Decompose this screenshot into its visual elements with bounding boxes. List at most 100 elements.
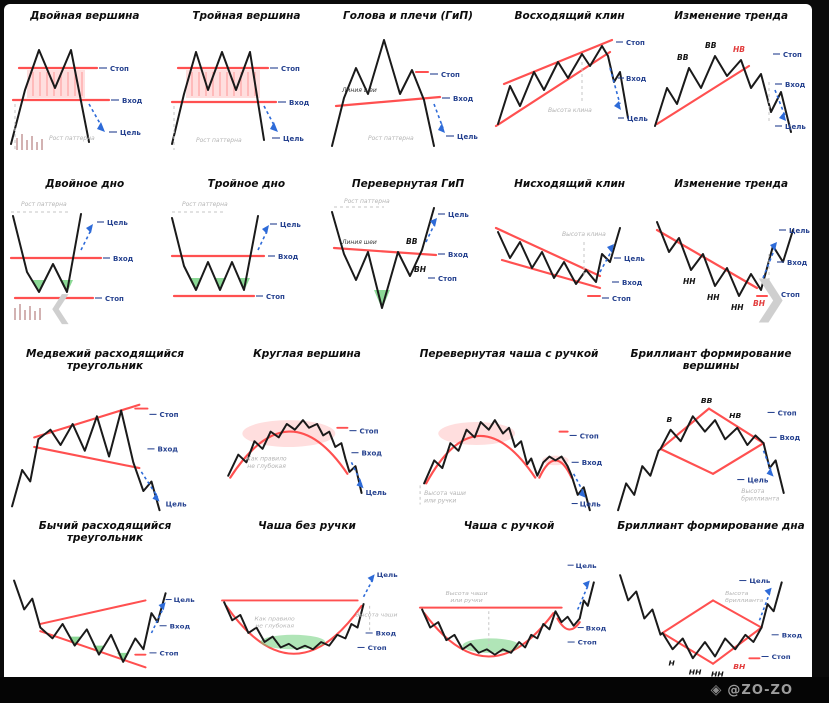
lower-low-label: НН <box>711 670 724 678</box>
pattern-title: Нисходящий клин <box>514 178 626 190</box>
card-trend-change-top: Изменение тренда ВВ ВВ НВ Стоп Вход Цель <box>650 6 812 158</box>
lower-line <box>33 445 141 470</box>
carousel-next-icon[interactable]: ❯ <box>752 272 789 323</box>
entry-label: Вход <box>158 446 179 454</box>
neckline-label: Линия шеи <box>341 87 377 94</box>
entry-label: Вход <box>113 255 134 263</box>
card-rising-wedge: Восходящий клин Высота клина Стоп Вход Ц… <box>489 6 651 158</box>
pattern-title: Изменение тренда <box>674 178 789 190</box>
pattern-title: Бриллиант формирование дна <box>617 520 805 532</box>
arrowhead-icon <box>766 468 774 477</box>
rising-wedge-diagram: Высота клина Стоп Вход Цель <box>494 38 648 128</box>
growth-note: Рост паттерна <box>368 135 414 142</box>
upper-line <box>39 599 147 625</box>
stop-label: Стоп <box>160 650 179 658</box>
lower-low-label: НН <box>707 293 720 302</box>
watermark-logo-icon: ◈ <box>710 682 722 698</box>
card-trend-change-bottom: Изменение тренда НН НН НН ВН Цель Вход С… <box>650 174 812 326</box>
target-label: Цель <box>174 597 195 605</box>
pattern-title: Круглая вершина <box>253 348 361 360</box>
pattern-title: Восходящий клин <box>514 10 625 22</box>
stop-label: Стоп <box>360 428 379 436</box>
stop-label: Стоп <box>110 65 129 73</box>
double-top-diagram: Стоп Вход Цель Рост паттерна <box>9 49 143 150</box>
price-line <box>617 415 785 512</box>
height-note: Высота чаши <box>355 613 397 619</box>
arrowhead-icon <box>770 242 778 251</box>
pattern-title: Перевернутая чаша с ручкой <box>419 348 599 360</box>
target-arrow <box>150 607 165 634</box>
price-line <box>11 409 161 512</box>
target-label: Цель <box>624 255 645 263</box>
diamond-edge <box>659 447 715 475</box>
pattern-zone <box>186 70 261 98</box>
price-line <box>9 49 90 145</box>
note-line2: или ручки <box>424 499 456 505</box>
stop-label: Стоп <box>281 65 300 73</box>
price-line <box>421 581 595 656</box>
note-line1: Высота <box>741 489 765 495</box>
price-line <box>171 51 266 145</box>
price-line <box>13 579 167 663</box>
volume-ticks <box>14 304 41 320</box>
double-bottom-diagram: Рост паттерна Цель Вход Стоп <box>9 201 134 320</box>
stop-label: Стоп <box>580 432 599 440</box>
entry-label: Вход <box>122 97 143 105</box>
carousel-prev-icon[interactable]: ❮ <box>48 290 74 325</box>
price-line <box>496 45 629 125</box>
trend-line <box>656 64 751 126</box>
note-line1: Высота чаши <box>424 491 466 497</box>
entry-label: Вход <box>362 450 383 458</box>
price-line <box>227 419 363 494</box>
arrowhead-icon <box>158 602 166 611</box>
card-cup: Чаша без ручки Как правило не глубокая Ц… <box>206 516 408 680</box>
target-label: Цель <box>627 115 648 123</box>
diamond-edge <box>661 599 715 634</box>
arrowhead-icon <box>356 479 364 489</box>
target-arrow <box>80 229 92 251</box>
card-double-bottom: Двойное дно Рост паттерна Цель Вход Стоп <box>4 174 166 326</box>
pattern-title: Чаша без ручки <box>258 520 356 532</box>
note-line1: Высота чаши <box>446 591 488 597</box>
target-label: Цель <box>280 221 301 229</box>
watermark-handle: @ZO-ZO <box>727 682 793 698</box>
note-line2: не глубокая <box>247 464 286 470</box>
lower-high-label: НВ <box>733 45 745 54</box>
entry-label: Вход <box>586 625 607 633</box>
note-line1: Высота <box>725 591 749 597</box>
growth-note: Рост паттерна <box>21 201 67 208</box>
falling-wedge-diagram: Высота клина Цель Вход Стоп <box>494 226 645 303</box>
diamond-edge <box>711 442 765 475</box>
pattern-title: Изменение тренда <box>674 10 789 22</box>
growth-note: Рост паттерна <box>344 198 390 205</box>
pattern-title: Тройная вершина <box>192 10 301 22</box>
arrowhead-icon <box>437 123 445 133</box>
target-label: Цель <box>377 571 398 579</box>
stop-label: Стоп <box>441 71 460 79</box>
target-arrow <box>758 592 771 621</box>
card-diamond-bottom: Бриллиант формирование дна Высота брилли… <box>610 516 812 680</box>
target-label: Цель <box>576 562 597 570</box>
cup-handle-diagram: Высота чаши или ручки Цель Вход Стоп <box>418 562 607 658</box>
triple-bottom-diagram: Рост паттерна Цель Вход Стоп <box>171 201 302 301</box>
target-arrow <box>257 230 269 251</box>
arrowhead-icon <box>429 218 437 227</box>
stop-label: Стоп <box>266 293 285 301</box>
target-arrow <box>88 103 103 128</box>
target-arrow <box>762 247 776 279</box>
target-arrow <box>576 585 589 610</box>
note-line2: или ручки <box>450 598 483 604</box>
cup-arc <box>423 612 555 658</box>
handle-arc <box>556 617 581 631</box>
arrowhead-icon <box>152 492 160 502</box>
arrowhead-icon <box>96 122 105 132</box>
target-label: Цель <box>789 227 810 235</box>
entry-label: Вход <box>626 75 647 83</box>
entry-label: Вход <box>622 279 643 287</box>
wedge-upper-line <box>494 226 601 278</box>
pattern-title: Перевернутая ГиП <box>351 178 465 190</box>
stop-label: Стоп <box>612 295 631 303</box>
arrowhead-icon <box>779 112 787 121</box>
card-diamond-top: Бриллиант формирование вершины В ВВ НВ С… <box>610 344 812 516</box>
bullish-broadening-diagram: Цель Вход Стоп <box>13 579 195 669</box>
